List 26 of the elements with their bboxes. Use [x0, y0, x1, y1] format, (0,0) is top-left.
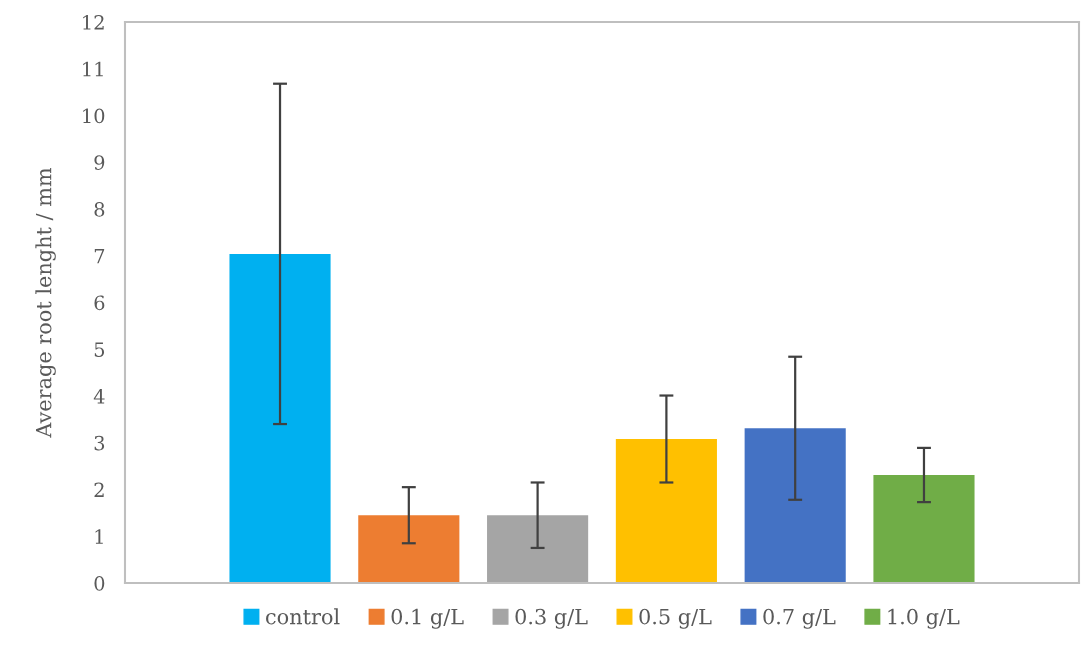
- bar: [744, 428, 846, 583]
- y-tick-label: 2: [94, 482, 104, 497]
- bar: [615, 439, 717, 583]
- y-tick-label: 0: [94, 575, 105, 591]
- y-axis-title: Average root lenght / mm: [35, 167, 56, 438]
- bar: [487, 515, 589, 583]
- legend-label: 0.3 g/L: [515, 608, 588, 629]
- y-tick-label: 6: [94, 295, 105, 311]
- y-tick-label: 11: [83, 61, 103, 77]
- y-tick-label: 9: [94, 155, 105, 170]
- legend-label: control: [266, 608, 340, 625]
- legend-label: 0.1 g/L: [391, 608, 464, 629]
- y-tick-label: 8: [94, 201, 105, 217]
- bar: [358, 515, 460, 583]
- bar: [873, 475, 975, 583]
- legend-label: 1.0 g/L: [888, 608, 960, 629]
- bar: [229, 253, 331, 583]
- legend-label: 0.5 g/L: [639, 608, 712, 629]
- y-tick-label: 4: [93, 388, 105, 404]
- y-tick-label: 7: [94, 248, 105, 264]
- y-tick-label: 1: [95, 529, 103, 544]
- y-tick-label: 10: [83, 108, 105, 124]
- legend-label: 0.7 g/L: [763, 608, 836, 629]
- y-tick-label: 5: [94, 342, 105, 357]
- y-tick-label: 3: [94, 435, 105, 451]
- y-tick-label: 12: [83, 14, 104, 30]
